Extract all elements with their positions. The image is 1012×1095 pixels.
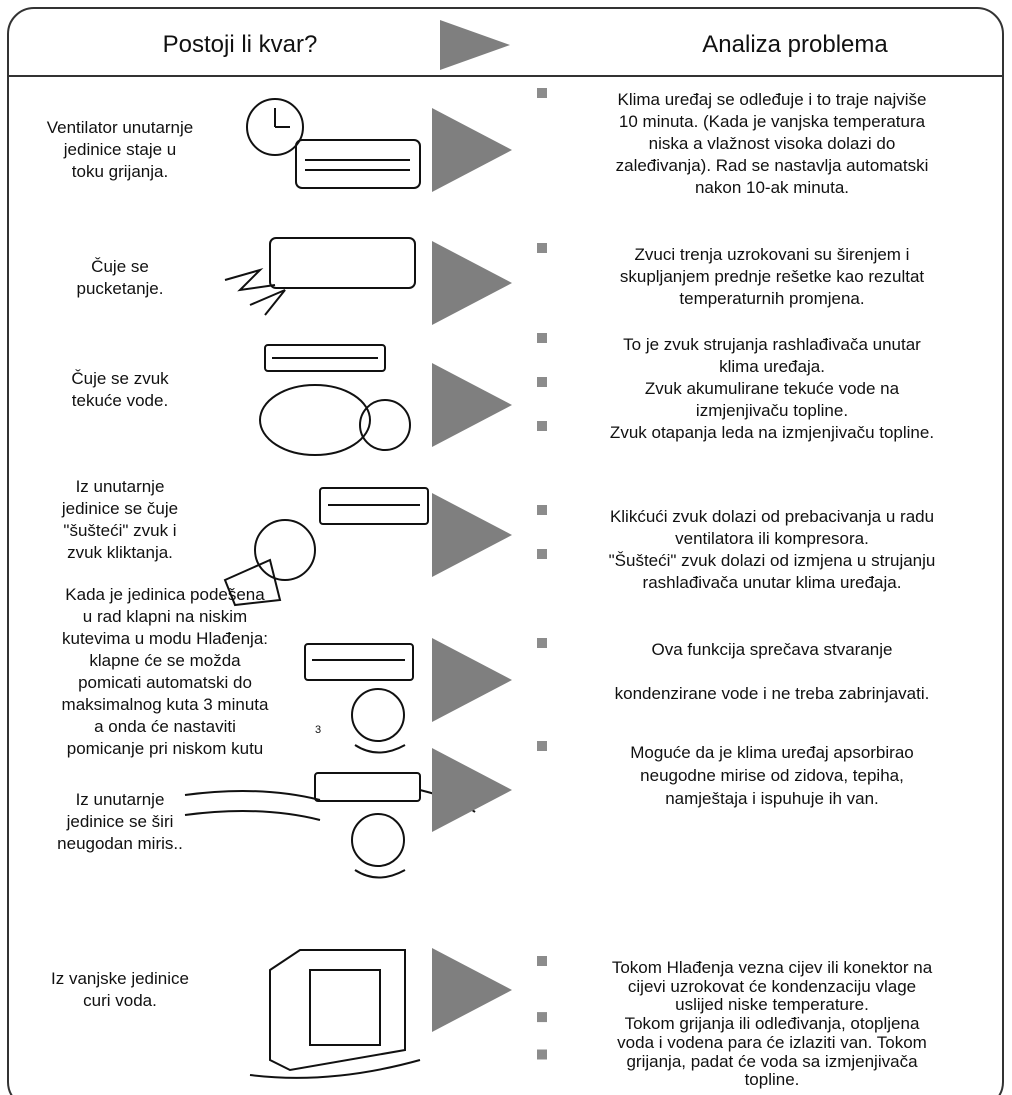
analysis-text: Klima uređaj se odleđuje i to traje najv… xyxy=(617,90,927,109)
arrow xyxy=(432,638,512,722)
left-title: Postoji li kvar? xyxy=(162,31,318,58)
analysis-text: temperaturnih promjena. xyxy=(679,289,865,308)
analysis-text: voda i vodena para će izlaziti van. Toko… xyxy=(617,1032,927,1052)
problem-text: Ventilator unutarnje xyxy=(46,118,194,137)
problem-text: jedinice se širi xyxy=(66,812,174,831)
problem-text: klapne će se možda xyxy=(89,651,241,670)
bullet xyxy=(537,243,547,253)
bullet xyxy=(537,741,547,751)
analysis-text: To je zvuk strujanja rashlađivača unutar xyxy=(623,335,921,354)
bullet xyxy=(537,88,547,98)
header-arrow xyxy=(440,20,510,70)
problem-text: jedinice se čuje xyxy=(61,499,179,518)
analysis-text: kondenzirane vode i ne treba zabrinjavat… xyxy=(614,684,930,703)
arrow xyxy=(432,363,512,447)
problem-text: jedinice staje u xyxy=(63,140,177,159)
analysis-text: topline. xyxy=(744,1070,800,1090)
problem-text: Čuje se xyxy=(91,257,149,276)
analysis-text: Ova funkcija sprečava stvaranje xyxy=(651,640,893,659)
analysis-text: skupljanjem prednje rešetke kao rezultat xyxy=(619,267,925,286)
bullet xyxy=(537,1012,547,1023)
problem-text: kutevima u modu Hlađenja: xyxy=(61,629,269,648)
analysis-text: klima uređaja. xyxy=(719,357,825,376)
bullet xyxy=(537,956,547,966)
arrow xyxy=(432,748,512,832)
problem-text: tekuće vode. xyxy=(71,391,169,410)
problem-text: pucketanje. xyxy=(76,279,164,298)
arrow xyxy=(432,493,512,577)
analysis-text: cijevi uzrokovat će kondenzaciju vlage xyxy=(627,976,917,996)
analysis-text: Zvuci trenja uzrokovani su širenjem i xyxy=(634,245,910,264)
analysis-text: nakon 10-ak minuta. xyxy=(694,178,850,197)
bullet xyxy=(537,421,547,431)
problem-text: a onda će nastaviti xyxy=(94,717,236,736)
right-title: Analiza problema xyxy=(702,31,888,58)
analysis-text: uslijed niske temperature. xyxy=(675,995,869,1015)
analysis-text: Moguće da je klima uređaj apsorbirao xyxy=(630,743,914,762)
frame xyxy=(7,7,1004,1095)
analysis-text: niska a vlažnost visoka dolazi do xyxy=(648,134,896,153)
analysis-text: ventilatora ili kompresora. xyxy=(675,529,869,548)
analysis-text: izmjenjivaču topline. xyxy=(695,401,849,420)
analysis-text: Tokom grijanja ili odleđivanja, otopljen… xyxy=(624,1014,920,1034)
problem-text: pomicanje pri niskom kutu xyxy=(66,739,264,758)
stray-mark: 3 xyxy=(314,724,322,736)
analysis-text: namještaja i ispuhuje ih van. xyxy=(665,789,879,808)
arrow xyxy=(432,948,512,1032)
problem-text: Iz unutarnje xyxy=(75,477,165,496)
bullet xyxy=(537,1049,547,1060)
analysis-text: zaleđivanja). Rad se nastavlja automatsk… xyxy=(615,156,929,175)
illustrations xyxy=(184,98,476,1079)
bullet xyxy=(537,638,547,648)
problem-text: pomicati automatski do xyxy=(78,673,252,692)
analysis-text: Zvuk otapanja leda na izmjenjivaču topli… xyxy=(609,423,935,442)
analysis-text: rashlađivača unutar klima uređaja. xyxy=(642,573,902,592)
problem-text: zvuk kliktanja. xyxy=(67,543,173,562)
problem-text: Iz vanjske jedinice xyxy=(51,969,189,988)
problem-text: Kada je jedinica podešena xyxy=(65,585,265,604)
problem-text: toku grijanja. xyxy=(71,162,169,181)
problem-text: Čuje se zvuk xyxy=(71,369,169,388)
arrow xyxy=(432,241,512,325)
problem-text: Iz unutarnje xyxy=(75,790,165,809)
analysis-text: grijanja, padat će voda sa izmjenjivača xyxy=(626,1051,918,1071)
analysis-text: "Šušteći" zvuk dolazi od izmjena u struj… xyxy=(608,551,936,570)
bullet xyxy=(537,549,547,559)
analysis-text: Klikćući zvuk dolazi od prebacivanja u r… xyxy=(609,507,935,526)
analysis-text: Tokom Hlađenja vezna cijev ili konektor … xyxy=(611,958,933,977)
analysis-text: neugodne mirise od zidova, tepiha, xyxy=(640,766,904,785)
bullet xyxy=(537,505,547,515)
problem-text: neugodan miris.. xyxy=(57,834,183,853)
analysis-text: Zvuk akumulirane tekuće vode na xyxy=(644,379,900,398)
problem-text: maksimalnog kuta 3 minuta xyxy=(61,695,269,714)
problem-text: u rad klapni na niskim xyxy=(82,607,248,626)
arrow xyxy=(432,108,512,192)
bullet xyxy=(537,333,547,343)
bullet xyxy=(537,377,547,387)
analysis-text: 10 minuta. (Kada je vanjska temperatura xyxy=(618,112,926,131)
problem-text: "šušteći" zvuk i xyxy=(63,521,177,540)
problem-text: curi voda. xyxy=(83,991,157,1010)
